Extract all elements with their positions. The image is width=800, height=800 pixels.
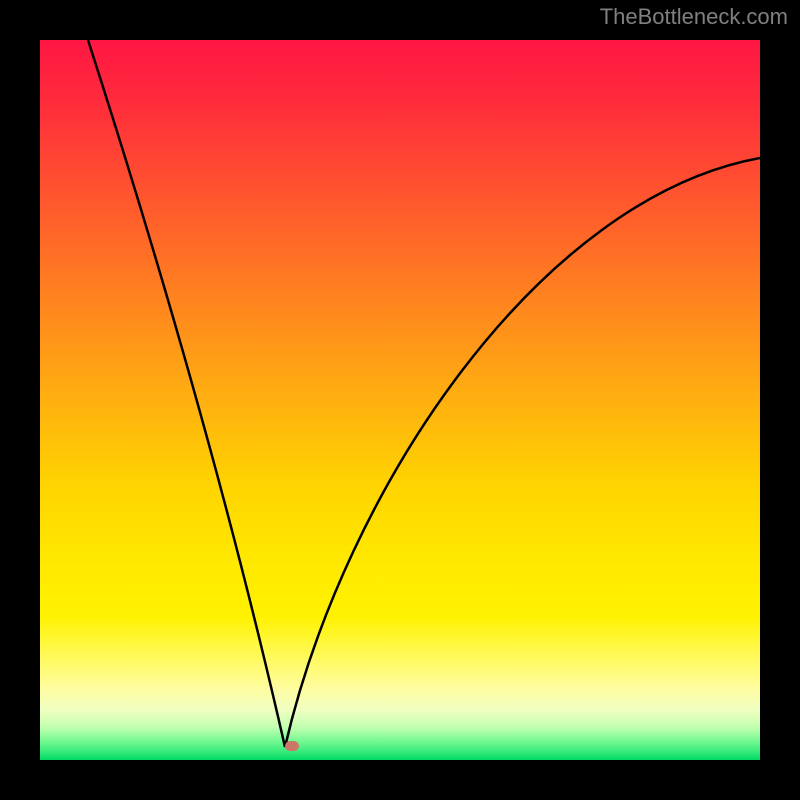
chart-svg [40, 40, 760, 760]
chart-background [40, 40, 760, 760]
optimal-marker [285, 741, 299, 751]
watermark: TheBottleneck.com [600, 4, 788, 30]
bottleneck-chart [40, 40, 760, 760]
